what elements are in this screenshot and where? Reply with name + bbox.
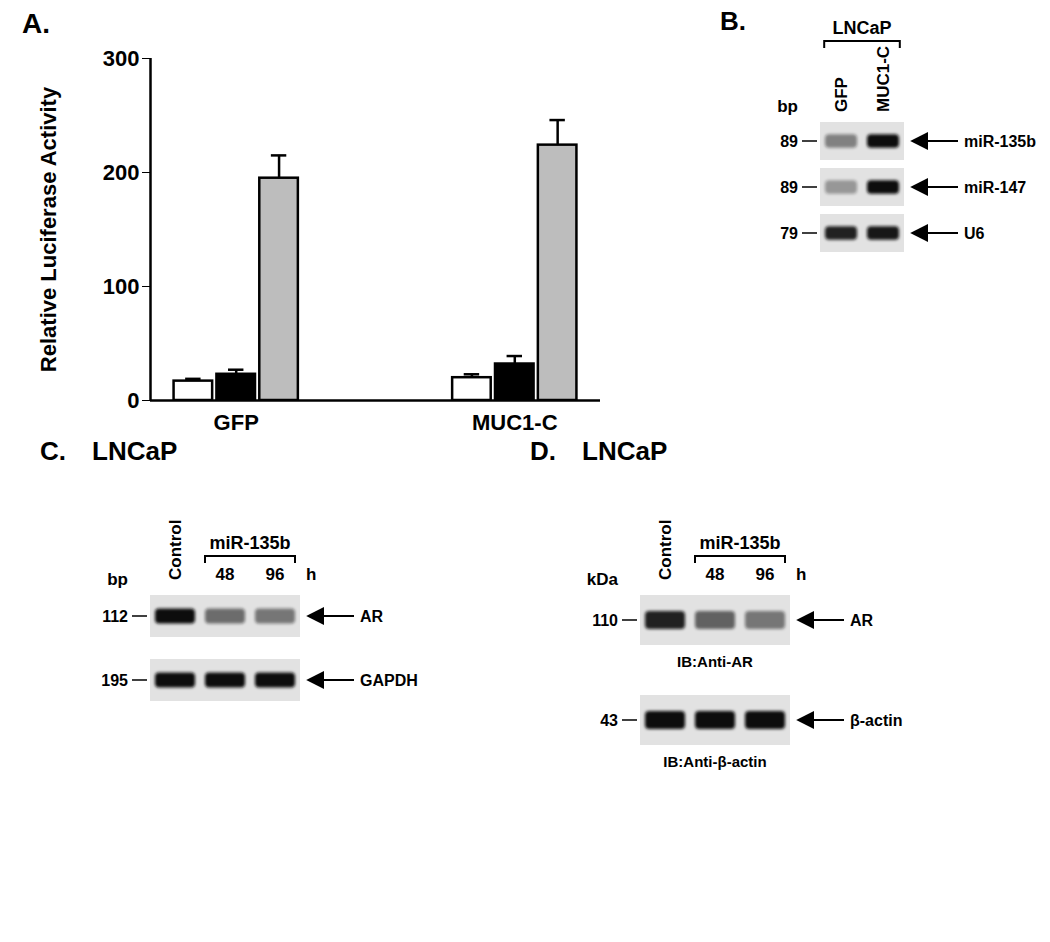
svg-text:MUC1-C: MUC1-C — [874, 46, 893, 112]
svg-text:112: 112 — [102, 608, 128, 625]
svg-text:IB:Anti-AR: IB:Anti-AR — [677, 653, 753, 670]
svg-text:β-actin: β-actin — [850, 712, 902, 729]
svg-text:MUC1-C: MUC1-C — [472, 410, 558, 435]
svg-text:110: 110 — [592, 612, 618, 629]
svg-text:Control: Control — [656, 520, 675, 580]
svg-text:AR: AR — [360, 608, 384, 625]
svg-text:miR-147: miR-147 — [964, 179, 1026, 196]
svg-text:200: 200 — [103, 160, 140, 185]
svg-text:79: 79 — [780, 225, 798, 242]
svg-text:43: 43 — [600, 712, 618, 729]
svg-text:h: h — [796, 565, 806, 584]
svg-text:89: 89 — [780, 179, 798, 196]
svg-text:GAPDH: GAPDH — [360, 672, 418, 689]
svg-text:IB:Anti-β-actin: IB:Anti-β-actin — [663, 753, 766, 770]
svg-text:bp: bp — [107, 570, 128, 589]
svg-text:kDa: kDa — [587, 570, 619, 589]
svg-text:48: 48 — [216, 565, 235, 584]
svg-text:AR: AR — [850, 612, 874, 629]
svg-text:miR-135b: miR-135b — [209, 533, 290, 553]
svg-text:195: 195 — [101, 672, 128, 689]
svg-text:GFP: GFP — [832, 77, 851, 112]
svg-text:96: 96 — [756, 565, 775, 584]
svg-text:100: 100 — [103, 274, 140, 299]
svg-text:LNCaP: LNCaP — [92, 436, 177, 466]
svg-text:LNCaP: LNCaP — [582, 436, 667, 466]
svg-text:B.: B. — [720, 6, 746, 36]
svg-text:96: 96 — [266, 565, 285, 584]
svg-text:48: 48 — [706, 565, 725, 584]
svg-text:0: 0 — [127, 388, 139, 413]
svg-text:miR-135b: miR-135b — [699, 533, 780, 553]
svg-text:Control: Control — [166, 520, 185, 580]
svg-text:LNCaP: LNCaP — [832, 18, 891, 38]
svg-text:miR-135b: miR-135b — [964, 133, 1036, 150]
svg-text:U6: U6 — [964, 225, 985, 242]
svg-text:D.: D. — [530, 436, 556, 466]
svg-text:Relative Luciferase Activity: Relative Luciferase Activity — [36, 86, 61, 372]
svg-text:h: h — [306, 565, 316, 584]
svg-text:300: 300 — [103, 46, 140, 71]
svg-text:89: 89 — [780, 133, 798, 150]
svg-text:C.: C. — [40, 436, 66, 466]
svg-text:bp: bp — [777, 97, 798, 116]
html-text:A.: A. — [22, 8, 50, 39]
svg-text:GFP: GFP — [214, 410, 259, 435]
